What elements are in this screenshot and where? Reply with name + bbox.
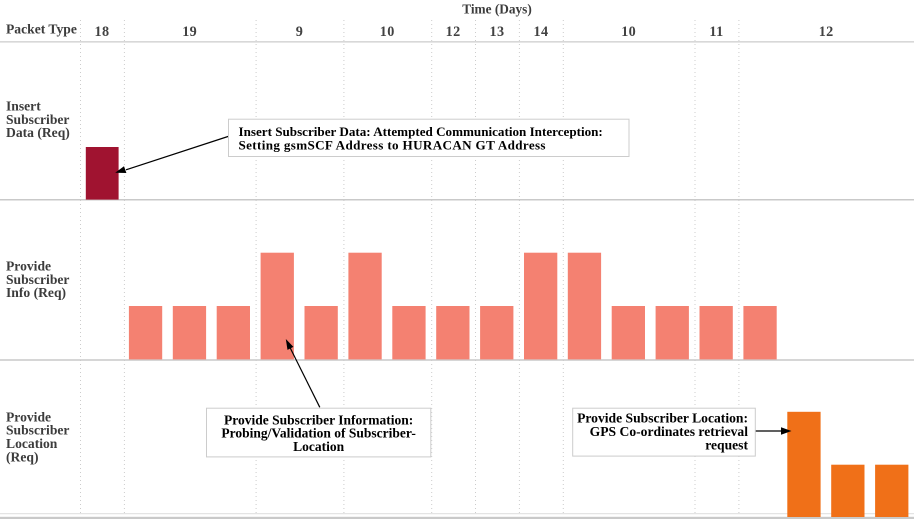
svg-text:Location: Location <box>293 439 344 454</box>
svg-text:Setting gsmSCF Address to HURA: Setting gsmSCF Address to HURACAN GT Add… <box>239 137 546 152</box>
svg-text:Insert Subscriber Data: Attemp: Insert Subscriber Data: Attempted Commun… <box>239 124 603 139</box>
svg-text:Subscriber: Subscriber <box>6 423 69 438</box>
svg-text:Provide: Provide <box>6 409 51 424</box>
svg-text:10: 10 <box>380 24 395 40</box>
svg-text:Subscriber: Subscriber <box>6 112 69 127</box>
svg-text:Packet Type: Packet Type <box>6 22 77 37</box>
svg-text:18: 18 <box>95 24 110 40</box>
svg-text:19: 19 <box>182 24 197 40</box>
svg-text:11: 11 <box>709 24 723 40</box>
svg-text:Info (Req): Info (Req) <box>6 285 66 301</box>
svg-text:Location: Location <box>6 436 58 451</box>
svg-text:Provide Subscriber Information: Provide Subscriber Information: <box>224 413 413 428</box>
svg-text:(Req): (Req) <box>6 450 38 466</box>
svg-text:request: request <box>705 437 748 452</box>
svg-text:Data (Req): Data (Req) <box>6 125 70 141</box>
svg-text:Probing/Validation of Subscrib: Probing/Validation of Subscriber- <box>221 426 416 441</box>
svg-text:Insert: Insert <box>6 98 41 113</box>
svg-text:Time (Days): Time (Days) <box>462 2 532 17</box>
svg-text:14: 14 <box>534 24 549 40</box>
svg-text:12: 12 <box>819 24 834 40</box>
svg-text:Subscriber: Subscriber <box>6 272 69 287</box>
svg-text:13: 13 <box>490 24 505 40</box>
svg-text:9: 9 <box>296 24 304 40</box>
svg-text:12: 12 <box>446 24 461 40</box>
svg-text:10: 10 <box>621 24 636 40</box>
svg-text:GPS Co-ordinates retrieval: GPS Co-ordinates retrieval <box>590 424 749 439</box>
svg-text:Provide Subscriber Location:: Provide Subscriber Location: <box>577 411 748 426</box>
svg-text:Provide: Provide <box>6 258 51 273</box>
